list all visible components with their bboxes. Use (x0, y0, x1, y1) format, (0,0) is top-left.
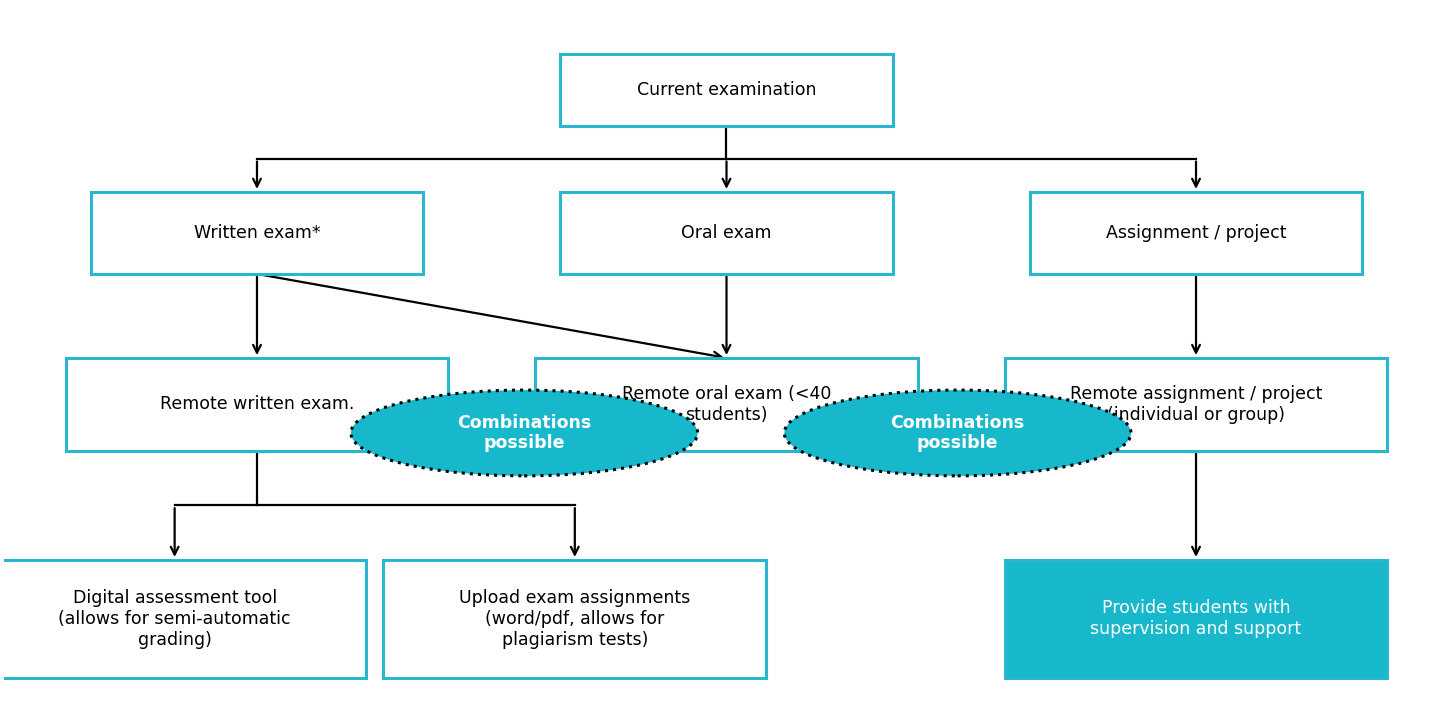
Bar (0, 560, 366, 677)
Text: Remote assignment / project
(individual or group): Remote assignment / project (individual … (1069, 385, 1322, 424)
Text: Combinations
possible: Combinations possible (891, 414, 1024, 453)
Text: Remote written exam.: Remote written exam. (160, 395, 355, 414)
Text: Combinations
possible: Combinations possible (458, 414, 591, 453)
Text: Remote oral exam (<40
students): Remote oral exam (<40 students) (622, 385, 831, 424)
Bar (384, 560, 766, 677)
Bar (535, 358, 918, 451)
Text: Digital assessment tool
(allows for semi-automatic
grading): Digital assessment tool (allows for semi… (58, 589, 291, 649)
Bar (65, 358, 449, 451)
Ellipse shape (785, 390, 1130, 476)
Bar (1004, 560, 1388, 677)
Text: Provide students with
supervision and support: Provide students with supervision and su… (1090, 599, 1302, 638)
Text: Upload exam assignments
(word/pdf, allows for
plagiarism tests): Upload exam assignments (word/pdf, allow… (459, 589, 690, 649)
Bar (561, 54, 892, 126)
Text: Oral exam: Oral exam (681, 224, 772, 242)
Ellipse shape (350, 390, 697, 476)
Text: Assignment / project: Assignment / project (1106, 224, 1286, 242)
Bar (1004, 358, 1388, 451)
Bar (92, 192, 423, 274)
Bar (1030, 192, 1361, 274)
Bar (561, 192, 892, 274)
Text: Written exam*: Written exam* (193, 224, 320, 242)
Text: Current examination: Current examination (636, 81, 817, 99)
